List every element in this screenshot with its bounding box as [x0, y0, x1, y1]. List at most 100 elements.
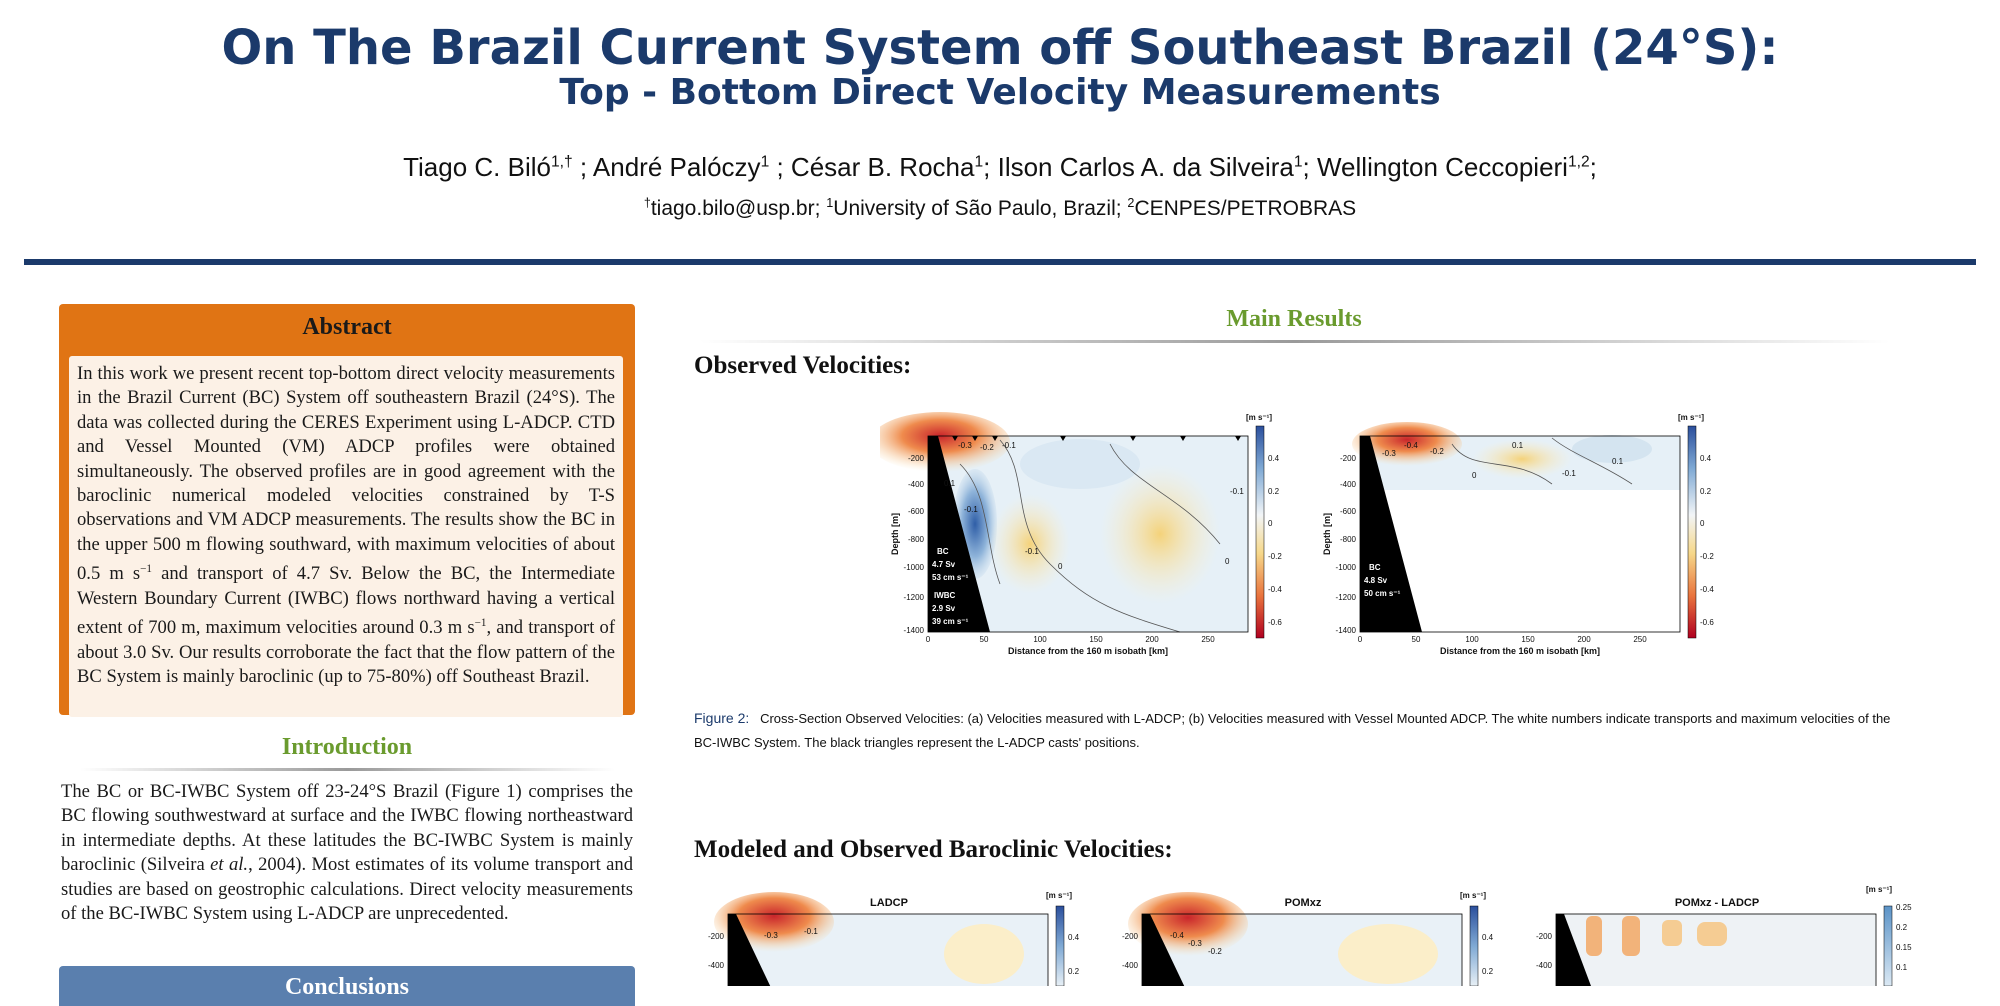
- abstract-text-part: , and transport of about 3.0 Sv. Our res…: [77, 617, 616, 688]
- colorbar-units: [m s⁻¹]: [1678, 413, 1704, 422]
- bc-label: BC: [1369, 563, 1381, 572]
- bc-label: BC: [937, 547, 949, 556]
- abstract-text-part: In this work we present recent top-botto…: [77, 363, 615, 585]
- bc-transport: 4.8 Sv: [1364, 576, 1388, 585]
- poster-title: On The Brazil Current System off Southea…: [221, 20, 1779, 76]
- contour-label: -0.1: [1025, 547, 1039, 556]
- contour-label: 0.1: [1512, 441, 1524, 450]
- x-tick: 150: [1521, 635, 1535, 644]
- contour-label: 0: [1225, 557, 1230, 566]
- y-tick: -1400: [1336, 626, 1357, 635]
- y-tick: -600: [908, 507, 925, 516]
- abstract-text: In this work we present recent top-botto…: [69, 356, 623, 717]
- y-tick: -200: [1536, 932, 1553, 941]
- y-tick: -400: [708, 961, 725, 970]
- panel-ladcp: LADCP -0.3 -0.1 -200 -400 [m s⁻¹] 0.4 0.…: [708, 891, 1080, 986]
- y-tick: -200: [1340, 454, 1357, 463]
- conclusions-heading: Conclusions: [284, 974, 410, 1000]
- contour-label: -0.1: [1230, 487, 1244, 496]
- cbar-tick: -0.2: [1700, 552, 1714, 561]
- author-superscript: 1: [974, 153, 984, 171]
- abstract-box: Abstract In this work we present recent …: [59, 304, 635, 717]
- x-tick: 0: [1358, 635, 1363, 644]
- abstract-text-part: and transport of 4.7 Sv. Below the BC, t…: [77, 563, 615, 639]
- author-name: César B. Rocha: [790, 152, 975, 182]
- section-divider: [80, 768, 615, 771]
- y-tick: -400: [1536, 961, 1553, 970]
- iwbc-transport: 2.9 Sv: [932, 604, 956, 613]
- author-name: Ilson Carlos A. da Silveira: [997, 152, 1294, 182]
- author-superscript: 1,†: [550, 153, 573, 171]
- y-tick: -1000: [904, 563, 925, 572]
- contour-label: -0.3: [958, 441, 972, 450]
- observed-velocities-heading: Observed Velocities:: [694, 352, 912, 379]
- figure-label: Figure 2:: [694, 710, 750, 726]
- panel-title: POMxz: [1285, 897, 1322, 909]
- author-superscript: 1: [760, 153, 770, 171]
- x-tick: 50: [1412, 635, 1421, 644]
- colorbar: [1687, 425, 1697, 639]
- contour-label: 0.1: [944, 479, 956, 488]
- y-axis-label: Depth [m]: [890, 513, 900, 555]
- cbar-tick: 0.4: [1482, 933, 1494, 942]
- unit-superscript: −1: [474, 617, 487, 630]
- cbar-tick: 0.1: [1896, 963, 1908, 972]
- contour-label: -0.4: [1170, 931, 1184, 940]
- cbar-tick: 0: [1700, 519, 1705, 528]
- cbar-tick: -0.2: [1268, 552, 1282, 561]
- cbar-tick: -0.4: [1268, 585, 1282, 594]
- contour-label: 0: [1472, 471, 1477, 480]
- bc-transport: 4.7 Sv: [932, 560, 956, 569]
- author-name: André Palóczy: [592, 152, 761, 182]
- x-tick: 200: [1145, 635, 1159, 644]
- colorbar: [1883, 905, 1893, 986]
- section-divider: [700, 340, 1890, 343]
- colorbar: [1469, 905, 1479, 986]
- author-name: Wellington Ceccopieri: [1316, 152, 1568, 182]
- colorbar-units: [m s⁻¹]: [1046, 891, 1072, 900]
- cbar-tick: 0.2: [1068, 967, 1080, 976]
- intro-text-part: , 2004). Most estimates of its volume tr…: [61, 854, 633, 925]
- bc-max-velocity: 50 cm s⁻¹: [1364, 589, 1401, 598]
- x-tick: 100: [1465, 635, 1479, 644]
- contour-label: -0.3: [1188, 939, 1202, 948]
- bc-max-velocity: 53 cm s⁻¹: [932, 573, 969, 582]
- figure-2-caption: Figure 2: Cross-Section Observed Velocit…: [694, 706, 1894, 755]
- introduction-heading: Introduction: [281, 734, 413, 760]
- abstract-heading: Abstract: [302, 314, 392, 340]
- panel-a: -0.3 -0.2 -0.1 0.1 -0.1 -0.1 0 0 -0.1 BC…: [880, 412, 1282, 656]
- cbar-tick: -0.6: [1268, 618, 1282, 627]
- contour-label: -0.3: [764, 931, 778, 940]
- contour-label: -0.2: [980, 443, 994, 452]
- figure-3-panels: LADCP -0.3 -0.1 -200 -400 [m s⁻¹] 0.4 0.…: [708, 885, 1912, 986]
- contour-label: -0.1: [1562, 469, 1576, 478]
- y-axis-label: Depth [m]: [1322, 513, 1332, 555]
- affiliation-superscript: 1: [826, 196, 834, 210]
- iwbc-max-velocity: 39 cm s⁻¹: [932, 617, 969, 626]
- y-tick: -1000: [1336, 563, 1357, 572]
- contour-label: -0.2: [1430, 447, 1444, 456]
- cbar-tick: 0.4: [1700, 454, 1712, 463]
- x-tick: 0: [926, 635, 931, 644]
- y-tick: -200: [908, 454, 925, 463]
- contour-label: -0.4: [1404, 441, 1418, 450]
- caption-text: Cross-Section Observed Velocities: (a) V…: [694, 711, 1891, 750]
- cbar-tick: 0.2: [1700, 487, 1712, 496]
- panel-pomxz: POMxz -0.4 -0.3 -0.2 -200 -400 [m s⁻¹] 0…: [1122, 891, 1494, 986]
- cbar-tick: 0.2: [1896, 923, 1908, 932]
- cbar-tick: -0.6: [1700, 618, 1714, 627]
- colorbar: [1055, 905, 1065, 986]
- conclusions-box: Conclusions: [59, 966, 635, 1006]
- institution-1: University of São Paulo, Brazil;: [833, 197, 1122, 220]
- author-list: Tiago C. Biló1,† ; André Palóczy1 ; Césa…: [403, 152, 1597, 182]
- cbar-tick: 0.15: [1896, 943, 1912, 952]
- colorbar-units: [m s⁻¹]: [1460, 891, 1486, 900]
- colorbar-units: [m s⁻¹]: [1246, 413, 1272, 422]
- x-tick: 100: [1033, 635, 1047, 644]
- panel-title: LADCP: [870, 897, 908, 909]
- header-rule: [24, 259, 1976, 265]
- contour-label: 0: [1058, 562, 1063, 571]
- modeled-velocities-heading: Modeled and Observed Baroclinic Velociti…: [694, 836, 1173, 863]
- cbar-tick: 0.4: [1068, 933, 1080, 942]
- author-superscript: 1: [1293, 153, 1303, 171]
